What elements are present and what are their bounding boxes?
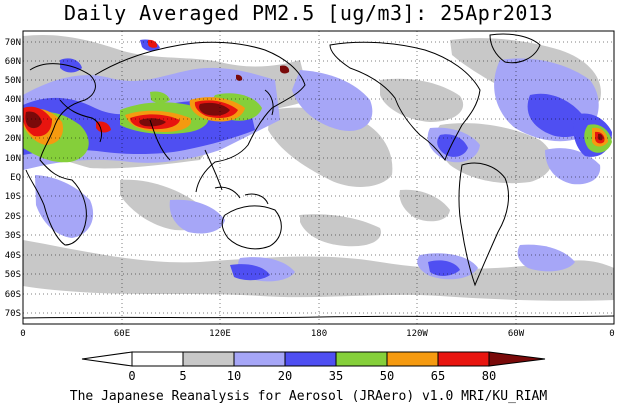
map-plot-area	[23, 31, 614, 324]
lat-label: 60N	[5, 57, 21, 67]
lat-label: 20S	[5, 212, 21, 222]
lat-label: 40N	[5, 95, 21, 105]
colorbar-swatch	[182, 351, 235, 367]
graticule	[23, 31, 614, 324]
pm25-field-dark-red	[25, 65, 603, 141]
lon-label: 120E	[209, 329, 231, 339]
lat-label: 40S	[5, 251, 21, 261]
colorbar-swatch	[386, 351, 439, 367]
colorbar-tick: 50	[380, 369, 394, 383]
colorbar-tick: 10	[227, 369, 241, 383]
lat-label: 70S	[5, 309, 21, 319]
longitude-axis: 0 60E 120E 180 120W 60W 0	[20, 329, 614, 339]
coastlines	[23, 33, 614, 319]
colorbar: 0 5 10 20 35 50 65 80	[81, 351, 546, 383]
lon-label: 60E	[114, 329, 130, 339]
latitude-axis: 70N 60N 50N 40N 30N 20N 10N EQ 10S 20S 3…	[5, 38, 21, 319]
colorbar-swatch	[131, 351, 184, 367]
map-title: Daily Averaged PM2.5 [ug/m3]: 25Apr2013	[63, 1, 554, 25]
lon-label: 0	[609, 329, 614, 339]
colorbar-swatch	[335, 351, 388, 367]
colorbar-tick: 35	[329, 369, 343, 383]
lon-label: 60W	[508, 329, 525, 339]
lat-label: 60S	[5, 290, 21, 300]
pm25-field-gray	[23, 34, 614, 301]
lat-label: 30N	[5, 115, 21, 125]
lat-label: 50N	[5, 76, 21, 86]
colorbar-swatch	[233, 351, 286, 367]
colorbar-tick: 65	[431, 369, 445, 383]
colorbar-swatch	[284, 351, 337, 367]
colorbar-high-triangle	[488, 351, 546, 367]
lat-label: 50S	[5, 270, 21, 280]
lat-label: EQ	[10, 173, 21, 183]
colorbar-swatch	[437, 351, 490, 367]
lat-label: 70N	[5, 38, 21, 48]
map-frame	[22, 30, 615, 325]
lat-label: 30S	[5, 231, 21, 241]
lat-label: 20N	[5, 134, 21, 144]
colorbar-tick: 5	[179, 369, 186, 383]
lat-label: 10N	[5, 154, 21, 164]
colorbar-tick: 80	[482, 369, 496, 383]
colorbar-tick: 0	[128, 369, 135, 383]
footer-credit: The Japanese Reanalysis for Aerosol (JRA…	[69, 389, 548, 404]
colorbar-low-triangle	[81, 351, 133, 367]
colorbar-tick: 20	[278, 369, 292, 383]
lon-label: 180	[311, 329, 327, 339]
lat-label: 10S	[5, 192, 21, 202]
lon-label: 120W	[406, 329, 428, 339]
lon-label: 0	[20, 329, 25, 339]
